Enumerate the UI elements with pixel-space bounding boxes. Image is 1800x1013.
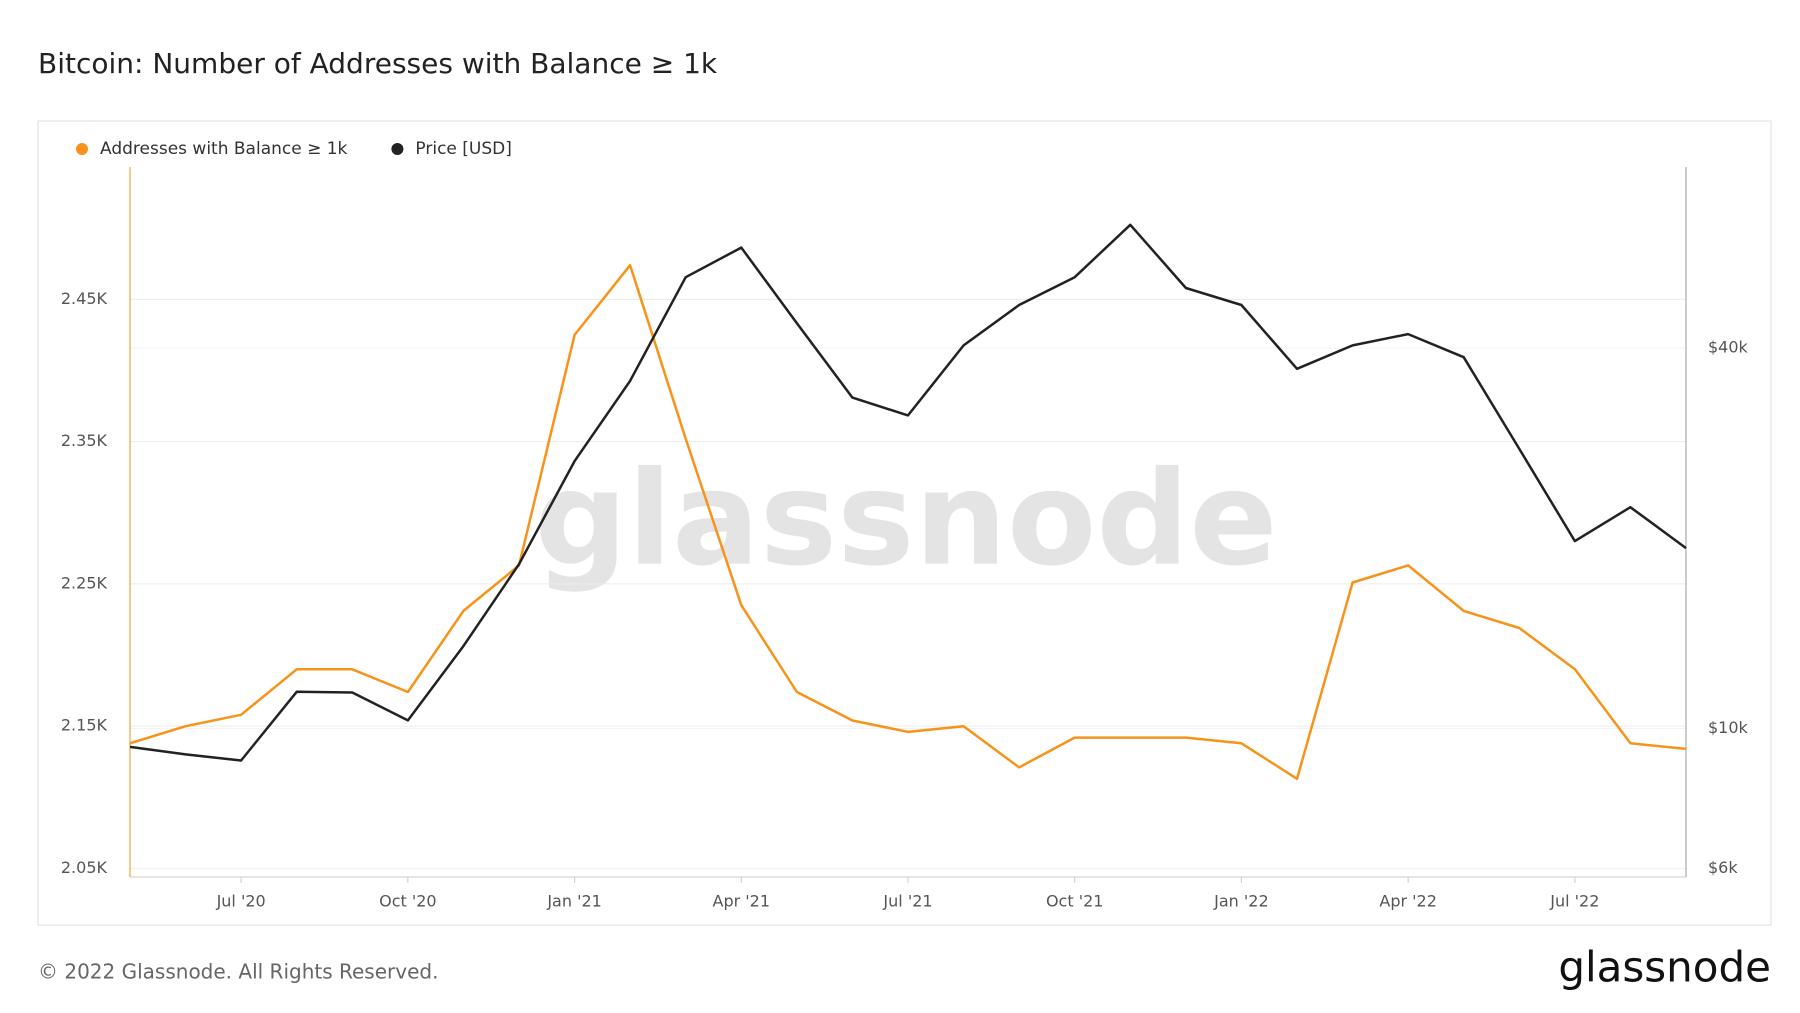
y-tick-label: 2.15K (61, 716, 108, 735)
x-tick-label: Apr '22 (1379, 892, 1437, 911)
legend-marker (76, 143, 88, 155)
x-tick-label: Jul '20 (216, 892, 266, 911)
y-tick-label: 2.35K (61, 431, 108, 450)
x-tick-label: Jul '22 (1549, 892, 1599, 911)
legend-label: Addresses with Balance ≥ 1k (100, 139, 348, 159)
y-tick-label: 2.45K (61, 289, 108, 308)
x-tick-label: Jul '21 (882, 892, 932, 911)
x-tick-label: Oct '20 (379, 892, 437, 911)
y2-tick-label: $40k (1708, 338, 1749, 357)
legend-marker (391, 143, 404, 155)
x-tick-label: Oct '21 (1046, 892, 1104, 911)
footer: © 2022 Glassnode. All Rights Reserved. (38, 960, 438, 984)
y2-tick-label: $10k (1708, 718, 1749, 737)
logo: glassnode (1558, 943, 1771, 992)
x-tick-label: Jan '21 (546, 892, 602, 911)
series-line (129, 263, 1687, 781)
legend-label: Price [USD] (415, 139, 511, 159)
watermark: glassnode (534, 443, 1277, 595)
y-tick-label: 2.25K (61, 573, 108, 592)
x-tick-label: Jan '22 (1213, 892, 1269, 911)
x-tick-label: Apr '21 (713, 892, 771, 911)
y2-tick-label: $6k (1708, 858, 1738, 877)
y-tick-label: 2.05K (61, 858, 108, 877)
series-line (129, 223, 1687, 762)
chart-frame (37, 120, 1772, 926)
chart-title: Bitcoin: Number of Addresses with Balanc… (38, 47, 718, 80)
